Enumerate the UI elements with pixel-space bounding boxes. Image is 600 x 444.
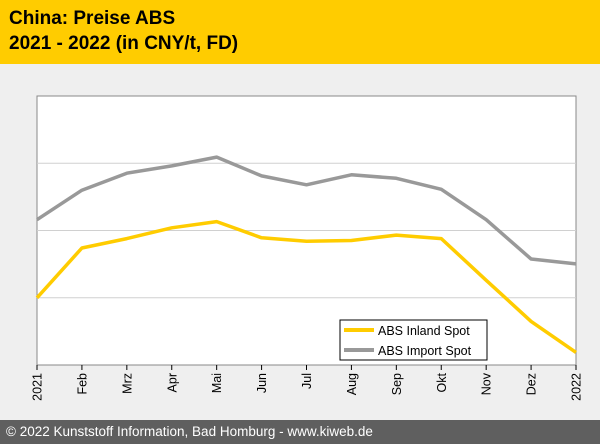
legend-label-import: ABS Import Spot — [378, 344, 472, 358]
legend-label-inland: ABS Inland Spot — [378, 324, 470, 338]
x-tick-label: Dez — [525, 373, 539, 395]
x-tick-label: 2021 — [31, 373, 45, 401]
series-line-inland — [35, 219, 577, 354]
line-chart: 2021 Feb Mrz Apr Mai Jun Jul Aug Sep Okt Nov Dez 202… — [31, 95, 584, 401]
footer: © 2022 Kunststoff Information, Bad Hombu… — [0, 420, 600, 444]
chart-subtitle: 2021 - 2022 (in CNY/t, FD) — [9, 33, 239, 54]
x-tick-label: Mai — [210, 373, 224, 393]
chart-title: China: Preise ABS — [9, 8, 176, 29]
x-tick-label: Okt — [435, 372, 449, 392]
x-tick-label: Sep — [390, 373, 404, 395]
x-tick-label: Jun — [255, 373, 269, 393]
legend-box — [339, 319, 488, 361]
x-tick-label: Feb — [75, 373, 89, 395]
x-tick-label: Mrz — [120, 373, 134, 394]
footer-copyright: © 2022 Kunststoff Information, Bad Hombu… — [6, 424, 373, 439]
x-tick-label: 2022 — [570, 373, 584, 401]
x-tick-label: Aug — [345, 373, 359, 395]
x-tick-label: Jul — [300, 373, 314, 389]
x-tick-label: Apr — [165, 373, 179, 392]
chart-header: China: Preise ABS 2021 - 2022 (in CNY/t,… — [0, 0, 600, 64]
series-line-import — [36, 155, 577, 266]
x-tick-label: Nov — [480, 372, 494, 395]
legend: ABS Inland Spot ABS Import Spot — [339, 319, 488, 361]
